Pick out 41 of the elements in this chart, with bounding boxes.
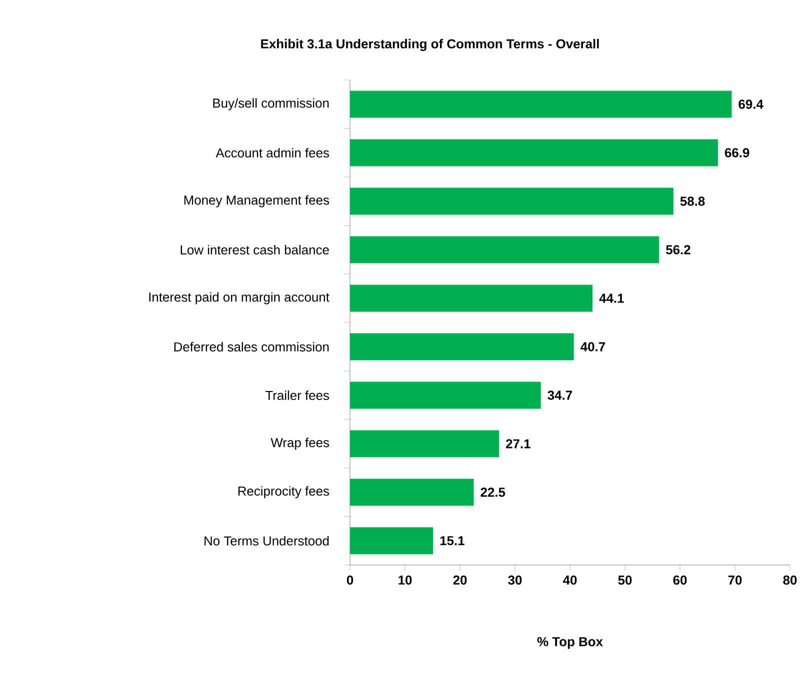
y-tick-label: Deferred sales commission — [174, 342, 329, 352]
x-tick-label: 0 — [346, 576, 354, 585]
bar — [350, 284, 593, 312]
y-tick-label: Wrap fees — [270, 438, 330, 450]
data-label: 15.1 — [440, 536, 464, 546]
x-tick-label: 20 — [453, 576, 467, 585]
data-label: 56.2 — [666, 245, 690, 254]
bar — [350, 139, 718, 166]
x-tick-label: 80 — [783, 576, 797, 585]
bar — [350, 333, 574, 360]
x-tick-label: 70 — [728, 576, 742, 585]
y-tick-label: Trailer fees — [265, 390, 330, 400]
bar — [350, 478, 474, 506]
bar — [350, 90, 732, 118]
x-tick-label: 50 — [618, 576, 632, 585]
bar — [350, 382, 541, 409]
data-label: 40.7 — [580, 342, 606, 352]
chart-title: Exhibit 3.1a Understanding of Common Terms - Overall — [261, 38, 599, 52]
y-tick-label: Low interest cash balance — [180, 244, 329, 254]
data-label: 58.8 — [680, 196, 705, 206]
bar — [350, 236, 660, 264]
x-tick-label: 60 — [673, 576, 687, 585]
data-label: 27.1 — [506, 439, 530, 448]
y-tick-label: Interest paid on margin account — [149, 292, 330, 304]
y-tick-label: Account admin fees — [216, 148, 330, 158]
data-label: 22.5 — [480, 488, 506, 497]
y-tick-label: Reciprocity fees — [238, 486, 330, 498]
y-tick-label: Money Management fees — [184, 195, 329, 208]
bar — [350, 527, 434, 554]
bar — [350, 188, 674, 215]
bar — [350, 430, 500, 458]
x-tick-label: 10 — [398, 576, 412, 585]
data-label: 69.4 — [738, 100, 764, 109]
data-label: 44.1 — [599, 294, 624, 303]
y-tick-label: No Terms Understood — [204, 536, 329, 546]
y-tick-label: Buy/sell commission — [213, 98, 329, 110]
x-tick-label: 40 — [563, 576, 577, 585]
data-label: 34.7 — [548, 390, 572, 400]
data-label: 66.9 — [724, 148, 750, 158]
x-axis-title: % Top Box — [537, 637, 603, 649]
x-tick-label: 30 — [508, 576, 522, 585]
